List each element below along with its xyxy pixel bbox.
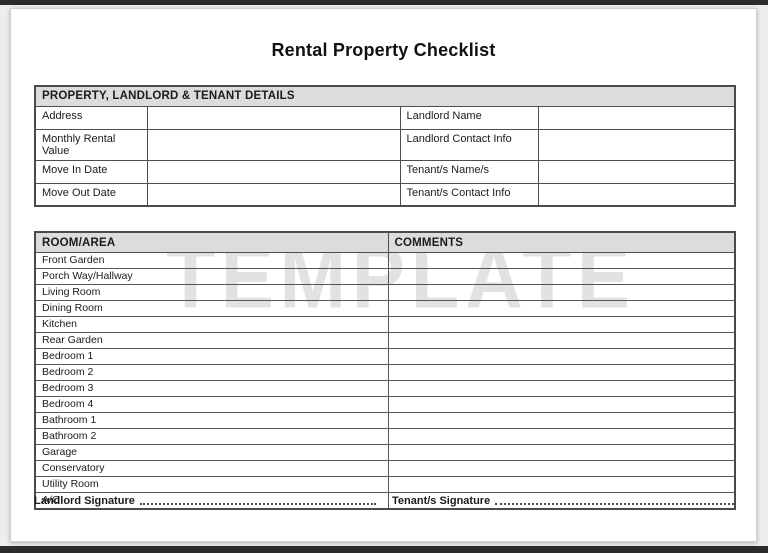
detail-label-right: Landlord Contact Info (399, 128, 539, 161)
room-comment-cell[interactable] (387, 380, 736, 397)
room-area-column-header: ROOM/AREA (34, 231, 389, 253)
landlord-signature-label: Landlord Signature (34, 495, 135, 507)
room-row: Dining Room (34, 300, 736, 317)
frame-bottom-bar (0, 546, 768, 553)
room-row: Bedroom 1 (34, 348, 736, 365)
room-name-cell: Utility Room (34, 476, 389, 493)
room-name-cell: Bedroom 3 (34, 380, 389, 397)
landlord-signature-line[interactable] (139, 493, 376, 505)
comments-column-header: COMMENTS (387, 231, 736, 253)
page-title: Rental Property Checklist (271, 40, 496, 60)
room-comment-cell[interactable] (387, 492, 736, 510)
details-row: Address Landlord Name (34, 105, 736, 130)
room-name-cell: Porch Way/Hallway (34, 268, 389, 285)
detail-value-cell-left[interactable] (146, 182, 401, 207)
room-row: A/C (34, 492, 736, 510)
detail-label-left: Monthly Rental Value (34, 128, 148, 161)
room-row: Conservatory (34, 460, 736, 477)
room-comment-cell[interactable] (387, 476, 736, 493)
details-row: Move Out Date Tenant/s Contact Info (34, 182, 736, 207)
room-row: Bathroom 2 (34, 428, 736, 445)
room-comment-cell[interactable] (387, 428, 736, 445)
room-comment-cell[interactable] (387, 316, 736, 333)
room-comment-cell[interactable] (387, 396, 736, 413)
room-comment-cell[interactable] (387, 444, 736, 461)
detail-label-left: Address (34, 105, 148, 130)
detail-value-cell-left[interactable] (146, 105, 401, 130)
room-name-cell: Living Room (34, 284, 389, 301)
room-name-cell: Kitchen (34, 316, 389, 333)
details-table: PROPERTY, LANDLORD & TENANT DETAILS Addr… (34, 85, 737, 207)
room-row: Bedroom 4 (34, 396, 736, 413)
details-header-row: PROPERTY, LANDLORD & TENANT DETAILS (34, 85, 736, 107)
room-row: Porch Way/Hallway (34, 268, 736, 285)
room-comment-cell[interactable] (387, 412, 736, 429)
room-comment-cell[interactable] (387, 332, 736, 349)
landlord-signature-block: Landlord Signature (34, 492, 378, 508)
room-comment-cell[interactable] (387, 252, 736, 269)
rooms-table: ROOM/AREA COMMENTS Front Garden Porch Wa… (34, 231, 736, 510)
tenant-signature-line[interactable] (495, 493, 734, 505)
room-name-cell: Dining Room (34, 300, 389, 317)
room-name-cell: Rear Garden (34, 332, 389, 349)
detail-value-cell-right[interactable] (537, 128, 736, 161)
details-row: Monthly Rental Value Landlord Contact In… (34, 128, 736, 161)
room-name-cell: Front Garden (34, 252, 389, 269)
detail-label-right: Tenant/s Contact Info (399, 182, 539, 207)
room-name-cell: Bedroom 4 (34, 396, 389, 413)
room-name-cell: Bathroom 2 (34, 428, 389, 445)
room-name-cell: Garage (34, 444, 389, 461)
room-row: Front Garden (34, 252, 736, 269)
detail-label-right: Landlord Name (399, 105, 539, 130)
room-name-cell: Bedroom 1 (34, 348, 389, 365)
tenant-signature-block: Tenant/s Signature (392, 492, 736, 508)
room-comment-cell[interactable] (387, 364, 736, 381)
detail-value-cell-right[interactable] (537, 159, 736, 184)
room-name-cell: Bathroom 1 (34, 412, 389, 429)
room-comment-cell[interactable] (387, 268, 736, 285)
room-name-cell: Conservatory (34, 460, 389, 477)
room-row: Bedroom 2 (34, 364, 736, 381)
room-row: Kitchen (34, 316, 736, 333)
detail-value-cell-right[interactable] (537, 182, 736, 207)
details-row: Move In Date Tenant/s Name/s (34, 159, 736, 184)
room-row: Bathroom 1 (34, 412, 736, 429)
room-row: Rear Garden (34, 332, 736, 349)
tenant-signature-label: Tenant/s Signature (392, 495, 491, 507)
room-comment-cell[interactable] (387, 460, 736, 477)
detail-value-cell-left[interactable] (146, 159, 401, 184)
detail-label-right: Tenant/s Name/s (399, 159, 539, 184)
detail-label-left: Move In Date (34, 159, 148, 184)
document-page: Rental Property Checklist PROPERTY, LAND… (10, 8, 757, 542)
room-row: Bedroom 3 (34, 380, 736, 397)
frame-top-bar (0, 0, 768, 5)
room-name-cell: Bedroom 2 (34, 364, 389, 381)
signature-row: Landlord Signature Tenant/s Signature (34, 492, 736, 508)
room-comment-cell[interactable] (387, 348, 736, 365)
room-row: Utility Room (34, 476, 736, 493)
room-comment-cell[interactable] (387, 300, 736, 317)
detail-value-cell-left[interactable] (146, 128, 401, 161)
room-row: Garage (34, 444, 736, 461)
rooms-header-row: ROOM/AREA COMMENTS (34, 231, 736, 253)
detail-value-cell-right[interactable] (537, 105, 736, 130)
room-row: Living Room (34, 284, 736, 301)
room-comment-cell[interactable] (387, 284, 736, 301)
details-table-header: PROPERTY, LANDLORD & TENANT DETAILS (34, 85, 736, 107)
detail-label-left: Move Out Date (34, 182, 148, 207)
room-name-cell: A/C (34, 492, 389, 510)
